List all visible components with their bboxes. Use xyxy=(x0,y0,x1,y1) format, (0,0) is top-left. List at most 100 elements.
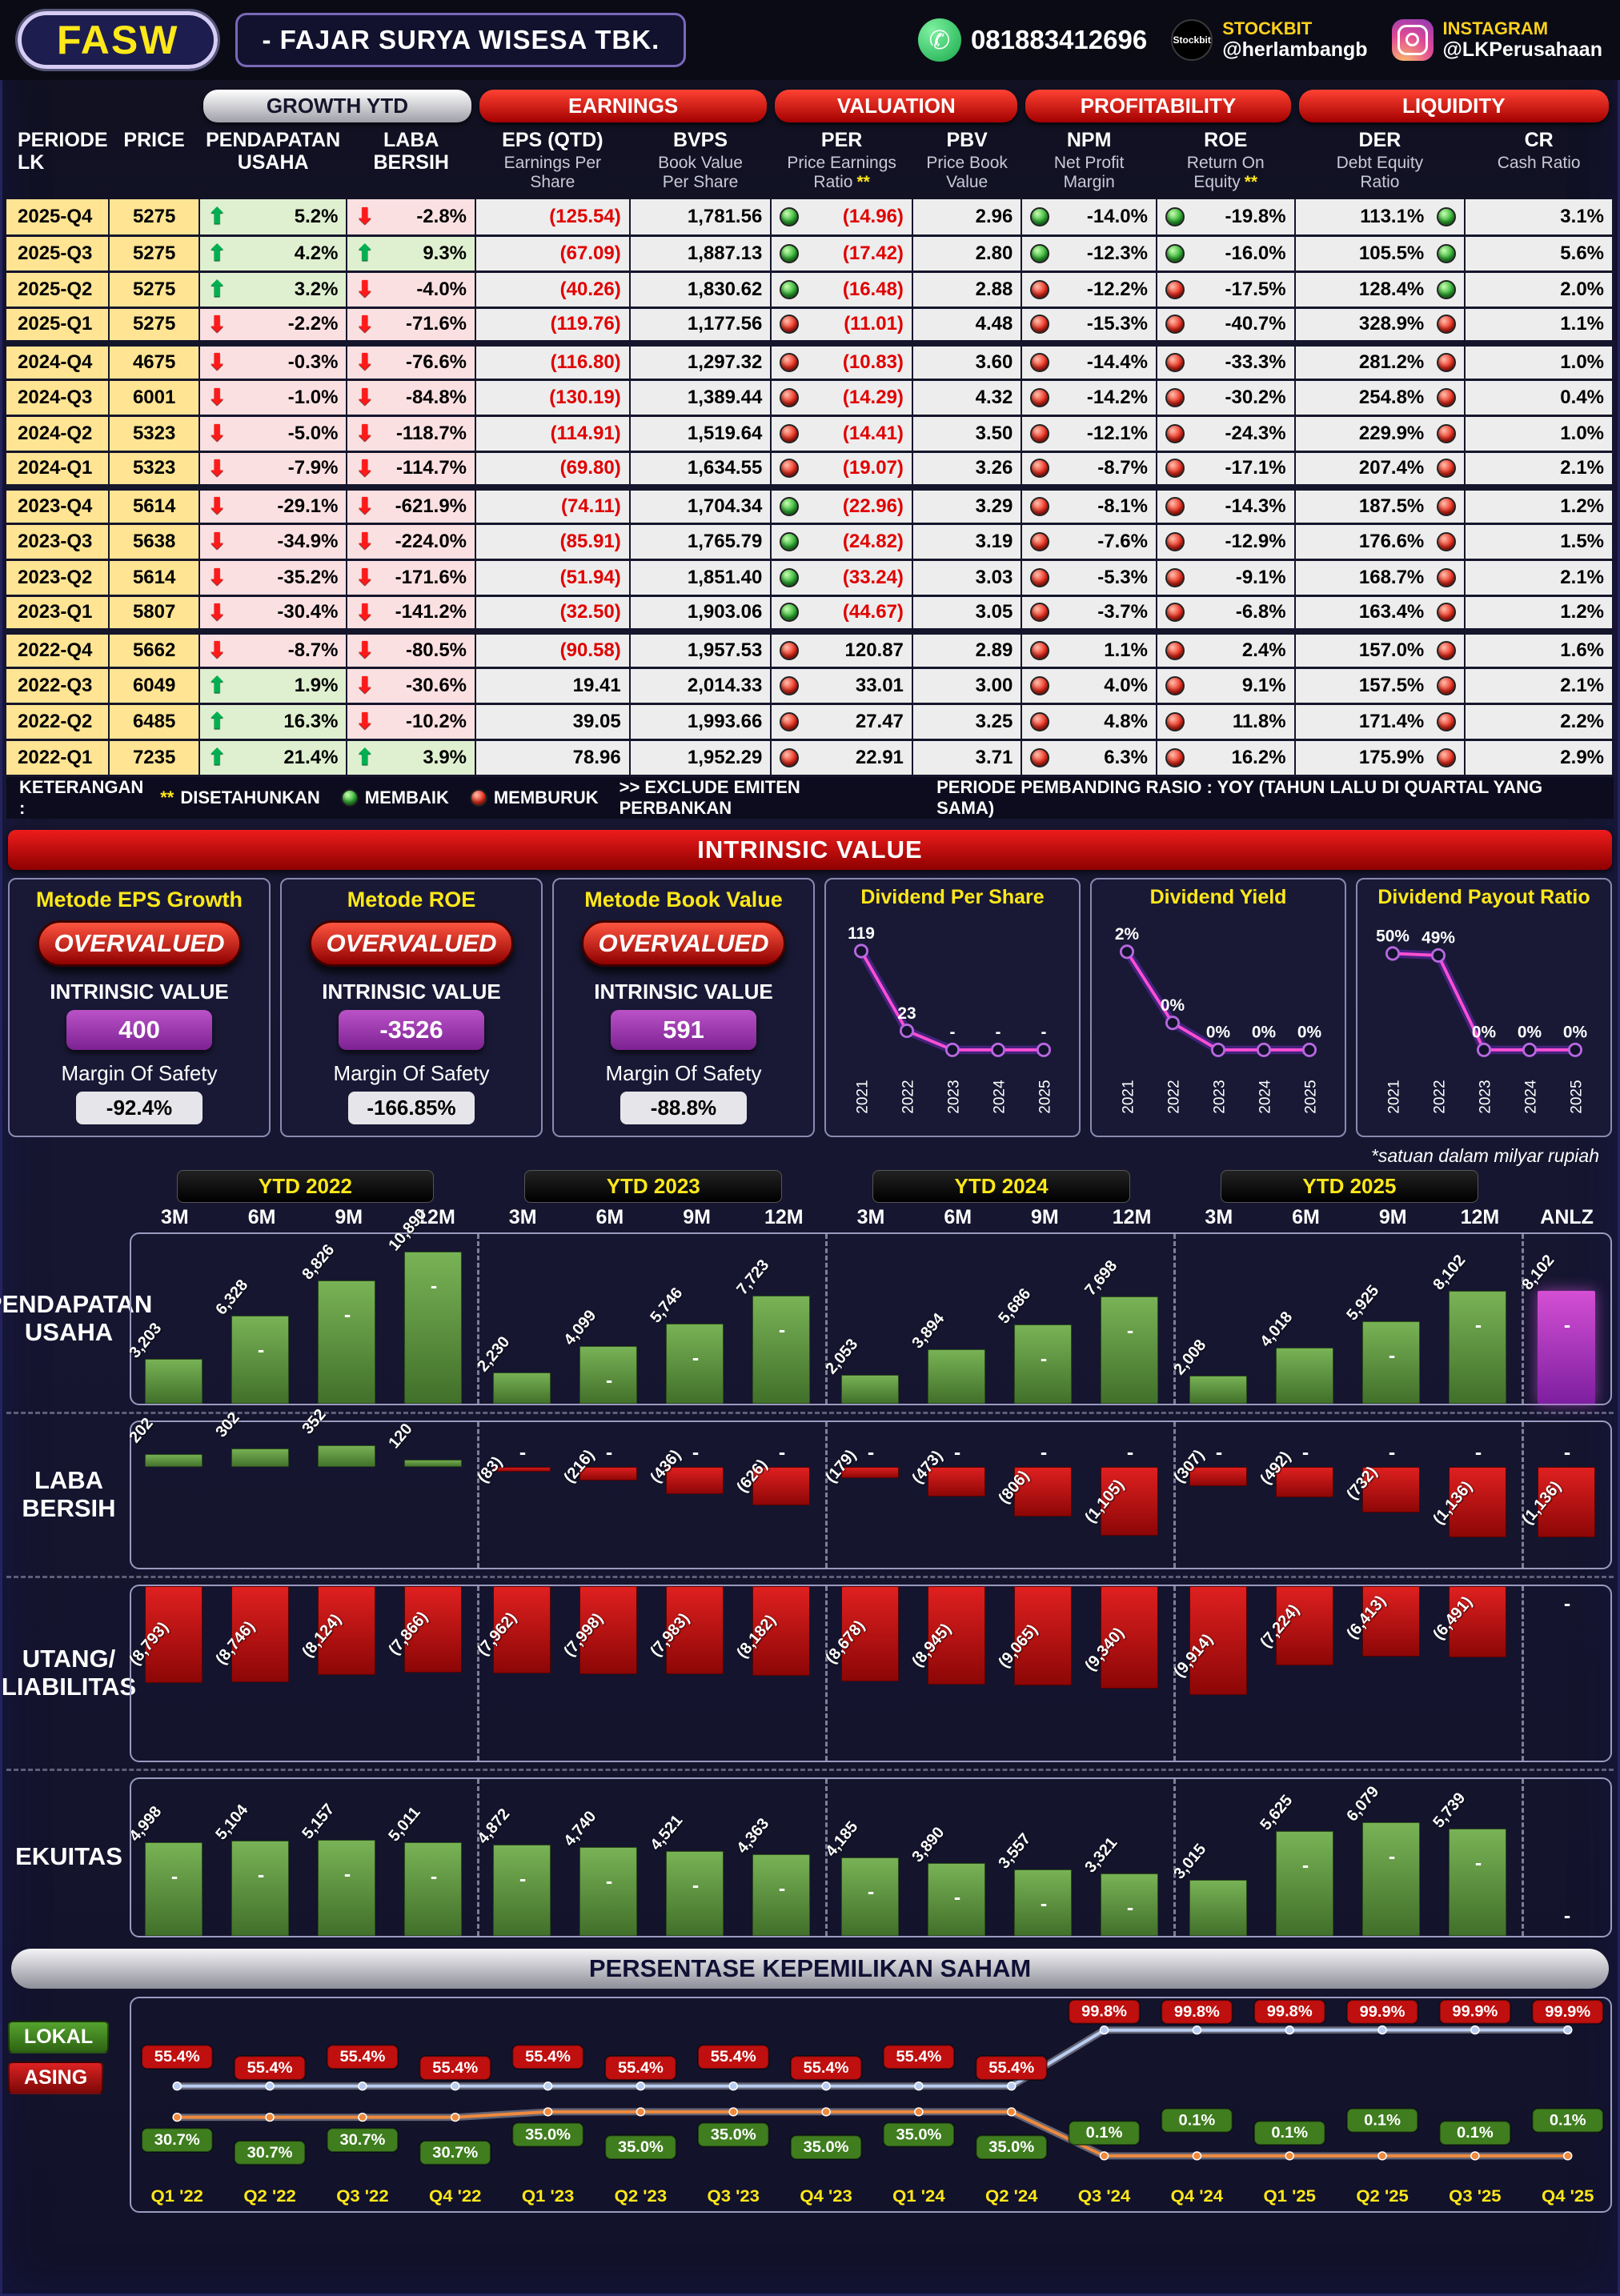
cell-npm: -8.7% xyxy=(1021,451,1157,491)
cell-growth-laba: ⬇ -118.7% xyxy=(347,415,477,453)
red-light-icon xyxy=(1437,711,1457,731)
cell-eps: (51.94) xyxy=(475,559,631,597)
down-arrow-icon: ⬇ xyxy=(355,204,375,229)
dash-label: - xyxy=(1301,1441,1309,1464)
legend-membaik-text: MEMBAIK xyxy=(364,787,449,807)
svg-text:35.0%: 35.0% xyxy=(896,2126,941,2143)
dash-label: - xyxy=(1474,1441,1482,1464)
svg-text:Q3 '23: Q3 '23 xyxy=(708,2186,760,2206)
red-light-icon xyxy=(1165,747,1185,767)
stockbit-contact[interactable]: Stockbit STOCKBIT @herlambangb xyxy=(1171,18,1368,61)
cell-pbv: 3.26 xyxy=(912,451,1023,491)
cell-price: 5807 xyxy=(109,595,200,635)
col-subheader-roe: Return On Equity xyxy=(1186,154,1265,191)
svg-text:0.1%: 0.1% xyxy=(1457,2124,1494,2142)
cell-price: 5275 xyxy=(109,307,200,347)
cell-periode: 2022-Q1 xyxy=(6,739,110,777)
cell-cr: 2.2% xyxy=(1465,703,1614,741)
cell-cr: 1.6% xyxy=(1465,631,1614,669)
chart-column: 5,104- xyxy=(212,1779,304,1936)
stockbit-text: STOCKBIT @herlambangb xyxy=(1222,18,1367,61)
red-light-icon xyxy=(1437,603,1457,623)
dashed-separator xyxy=(6,1575,1614,1578)
margin-of-safety-value: -166.85% xyxy=(347,1091,475,1124)
bar xyxy=(493,1372,551,1404)
up-arrow-icon: ⬆ xyxy=(207,241,227,266)
table-row: 2022-Q2 6485 ⬆ 16.3% ⬇ -10.2% 39.05 1,993.66 27.… xyxy=(6,703,1614,741)
green-light-icon xyxy=(1437,279,1457,299)
chart-column: 3,557- xyxy=(995,1779,1087,1936)
col-subheader-der: Debt Equity Ratio xyxy=(1336,154,1424,191)
dividend-yield-card: Dividend Yield 2% 0% 0% 0% 0% 2021 2022 2023 202… xyxy=(1090,877,1346,1137)
cell-growth-laba: ⬇ -171.6% xyxy=(347,559,477,597)
chart-column: (7,998) xyxy=(560,1585,652,1761)
svg-text:30.7%: 30.7% xyxy=(339,2131,385,2149)
cell-periode: 2023-Q3 xyxy=(6,523,110,561)
bar xyxy=(1449,1290,1506,1404)
cell-growth-pendapatan: ⬇ -1.0% xyxy=(198,379,348,417)
cell-price: 5638 xyxy=(109,523,200,561)
down-arrow-icon: ⬇ xyxy=(207,494,227,519)
down-arrow-icon: ⬇ xyxy=(355,673,375,698)
dash-label: - xyxy=(1474,1313,1482,1336)
down-arrow-icon: ⬇ xyxy=(355,350,375,375)
table-row: 2024-Q3 6001 ⬇ -1.0% ⬇ -84.8% (130.19) 1,389.44… xyxy=(6,379,1614,417)
bar-value-label: 6,328 xyxy=(212,1276,252,1318)
liabilities-chart-row: UTANG/ LIABILITAS (8,793) (8,746) (8,124)(… xyxy=(2,1584,1612,1762)
chart-column: (7,224) xyxy=(1257,1585,1349,1761)
svg-text:35.0%: 35.0% xyxy=(618,2138,664,2156)
cell-eps: 39.05 xyxy=(475,703,631,741)
table-row: 2024-Q2 5323 ⬇ -5.0% ⬇ -118.7% (114.91) 1,519.6… xyxy=(6,415,1614,453)
cell-pbv: 3.71 xyxy=(912,739,1023,777)
unit-note: *satuan dalam milyar rupiah xyxy=(1370,1144,1599,1166)
bar xyxy=(928,1862,985,1936)
red-light-icon xyxy=(780,387,800,407)
bar xyxy=(1014,1466,1072,1517)
chart-column: 3,015 xyxy=(1170,1779,1262,1936)
cell-growth-pendapatan: ⬇ -8.7% xyxy=(198,631,348,669)
cell-periode: 2022-Q4 xyxy=(6,631,110,669)
bar-value-label: 4,740 xyxy=(560,1807,600,1849)
cell-cr: 1.0% xyxy=(1465,343,1614,381)
chart-column: 2,008 xyxy=(1170,1234,1262,1404)
annualized-star: ** xyxy=(856,172,870,191)
chart-column: 4,018 xyxy=(1257,1234,1349,1404)
row-label-pendapatan: PENDAPATAN USAHA xyxy=(0,1290,153,1346)
bar-value-label: 4,998 xyxy=(126,1802,166,1845)
cell-roe: -17.5% xyxy=(1156,271,1296,309)
cell-price: 5662 xyxy=(109,631,200,669)
col-subheader-eps: Earnings Per Share xyxy=(503,154,602,191)
svg-text:0%: 0% xyxy=(1161,996,1185,1015)
svg-text:Q2 '23: Q2 '23 xyxy=(615,2186,667,2206)
cell-eps: (67.09) xyxy=(475,235,631,273)
bar-value-label: 5,739 xyxy=(1430,1789,1470,1831)
cell-der: 113.1% xyxy=(1294,199,1466,237)
bar xyxy=(493,1466,551,1472)
cell-growth-pendapatan: ⬇ -2.2% xyxy=(198,307,348,347)
table-row: 2023-Q4 5614 ⬇ -29.1% ⬇ -621.9% (74.11) 1,704.3… xyxy=(6,487,1614,525)
svg-text:99.9%: 99.9% xyxy=(1360,2003,1405,2021)
cell-bvps: 1,765.79 xyxy=(629,523,772,561)
down-arrow-icon: ⬇ xyxy=(207,599,227,624)
chart-column: 4,872- xyxy=(474,1779,566,1936)
method-card-roe: Metode ROE OVERVALUED INTRINSIC VALUE -3… xyxy=(280,877,543,1137)
cell-npm: -14.0% xyxy=(1021,199,1157,237)
svg-text:99.8%: 99.8% xyxy=(1174,2003,1220,2021)
bar xyxy=(318,1280,375,1404)
chart-column: (8,182) xyxy=(733,1585,828,1761)
red-light-icon xyxy=(1437,640,1457,660)
col-header-price: PRICE xyxy=(123,129,185,151)
svg-text:0%: 0% xyxy=(1206,1023,1231,1041)
red-light-icon xyxy=(469,788,487,807)
svg-text:2025: 2025 xyxy=(1303,1080,1320,1113)
cell-per: (11.01) xyxy=(771,307,913,347)
chart-column: (6,491) xyxy=(1430,1585,1524,1761)
instagram-contact[interactable]: INSTAGRAM @LKPerusahaan xyxy=(1391,18,1602,61)
whatsapp-contact[interactable]: ✆ 081883412696 xyxy=(917,18,1147,62)
chart-column: - (1,136) xyxy=(1518,1422,1610,1568)
bar xyxy=(928,1466,985,1497)
legend-exclude: >> EXCLUDE EMITEN PERBANKAN xyxy=(619,776,800,818)
cell-roe: -30.2% xyxy=(1156,379,1296,417)
chart-column: - (307) xyxy=(1170,1422,1262,1568)
chart-column: 3,894 xyxy=(908,1234,1000,1404)
